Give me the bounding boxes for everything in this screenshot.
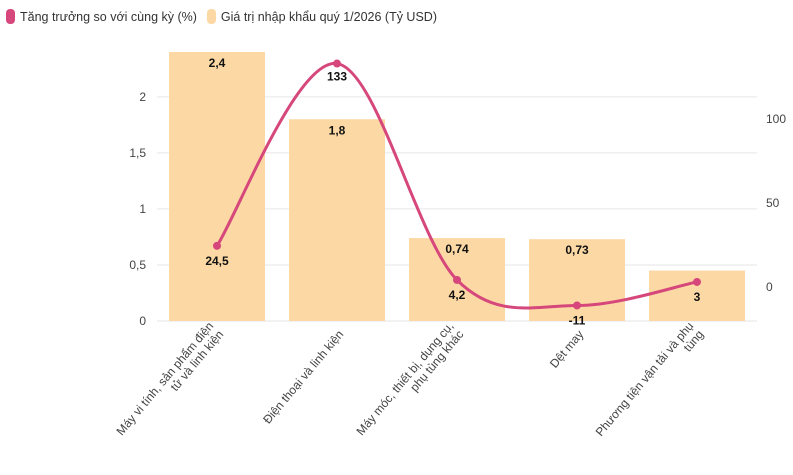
legend-swatch-growth <box>6 9 15 24</box>
growth-value-label-3: -11 <box>569 313 586 327</box>
bar-value-label-0: 2,4 <box>209 56 226 70</box>
growth-value-label-0: 24,5 <box>205 254 229 268</box>
bar-1 <box>289 119 385 321</box>
growth-point-2 <box>453 275 461 284</box>
left-tick-label: 0,5 <box>129 258 146 272</box>
bar-value-label-2: 0,74 <box>445 242 469 256</box>
growth-value-label-1: 133 <box>327 70 347 84</box>
bar-0 <box>169 52 265 321</box>
chart-legend: Tăng trưởng so với cùng kỳ (%) Giá trị n… <box>6 9 437 24</box>
legend-label-import-value: Giá trị nhập khẩu quý 1/2026 (Tỷ USD) <box>220 9 437 24</box>
growth-value-label-4: 3 <box>694 290 701 304</box>
growth-point-1 <box>333 59 341 68</box>
left-tick-label: 0 <box>139 314 146 328</box>
category-label-line: Phương tiện vận tải và phụ <box>593 319 697 439</box>
left-tick-label: 2 <box>139 90 146 104</box>
growth-point-0 <box>213 241 221 250</box>
growth-line <box>215 62 698 310</box>
right-tick-label: 100 <box>766 112 786 126</box>
growth-value-label-2: 4,2 <box>449 288 466 302</box>
category-label-line: Dệt may <box>547 328 586 371</box>
left-tick-label: 1,5 <box>129 146 146 160</box>
bar-value-label-3: 0,73 <box>565 243 589 257</box>
growth-point-3 <box>573 301 581 310</box>
legend-item-import-value[interactable]: Giá trị nhập khẩu quý 1/2026 (Tỷ USD) <box>206 9 437 24</box>
legend-item-growth[interactable]: Tăng trưởng so với cùng kỳ (%) <box>6 9 197 24</box>
bar-value-label-1: 1,8 <box>329 123 346 137</box>
right-tick-label: 50 <box>766 196 780 210</box>
growth-point-4 <box>693 277 701 286</box>
legend-swatch-import-value <box>206 9 216 24</box>
left-tick-label: 1 <box>139 202 146 216</box>
category-label-2: Máy móc, thiết bị, dụng cụ,phụ tùng khác <box>353 319 466 438</box>
legend-label-growth: Tăng trưởng so với cùng kỳ (%) <box>20 9 197 24</box>
category-label-1: Điện thoại và linh kiện <box>260 328 346 427</box>
category-label-line: Điện thoại và linh kiện <box>260 328 346 427</box>
category-label-3: Dệt may <box>547 328 586 371</box>
category-label-line: Máy vi tính, sản phẩm điện <box>113 319 216 438</box>
category-label-line: Máy móc, thiết bị, dụng cụ, <box>353 319 456 438</box>
right-tick-label: 0 <box>766 280 773 294</box>
